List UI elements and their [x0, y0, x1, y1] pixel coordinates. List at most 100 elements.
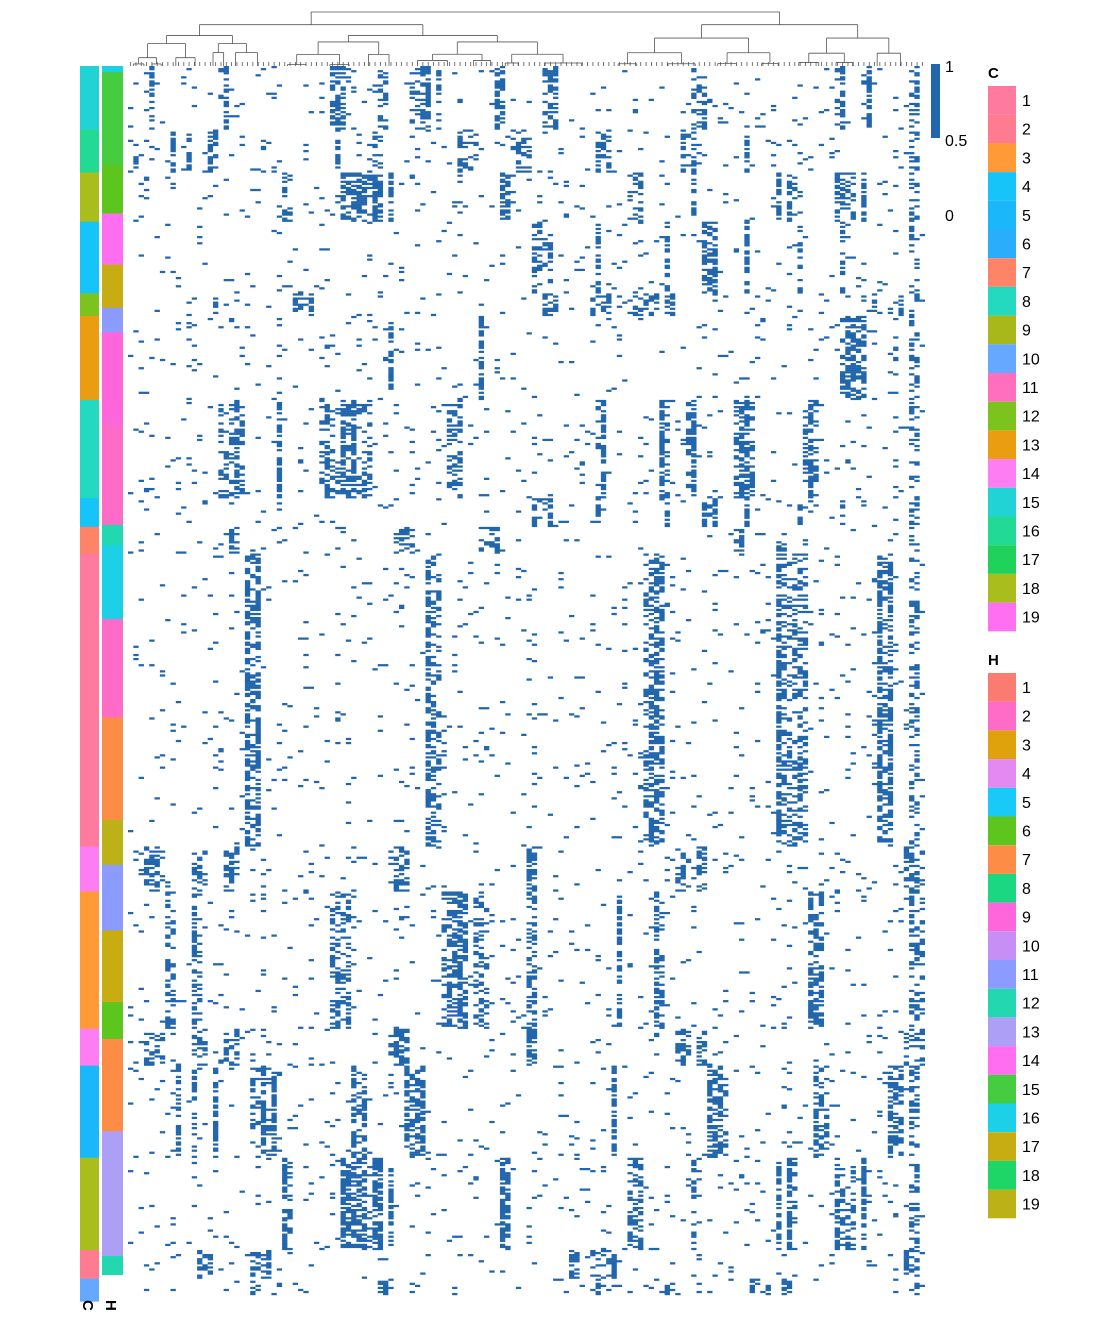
heatmap-cell	[563, 455, 570, 458]
heatmap-cell	[207, 168, 214, 171]
heatmap-cell	[866, 754, 872, 757]
heatmap-cell	[494, 84, 506, 87]
heatmap-cell	[457, 903, 469, 907]
heatmap-cell	[845, 643, 851, 646]
heatmap-cell	[186, 160, 192, 163]
heatmap-cell	[457, 905, 469, 909]
heatmap-cell	[685, 451, 692, 454]
heatmap-cell	[186, 158, 192, 161]
heatmap-cell	[143, 178, 150, 181]
heatmap-cell	[569, 307, 575, 310]
heatmap-cell	[218, 768, 224, 771]
heatmap-cell	[335, 612, 341, 616]
heatmap-cell	[595, 868, 601, 872]
heatmap-cell	[436, 803, 442, 806]
heatmap-cell	[786, 272, 793, 276]
heatmap-cell	[457, 451, 463, 454]
heatmap-cell	[526, 713, 532, 716]
heatmap-cell	[909, 477, 915, 480]
heatmap-cell	[595, 264, 601, 267]
heatmap-cell	[797, 655, 803, 659]
heatmap-cell	[643, 131, 649, 134]
heatmap-cell	[191, 887, 198, 890]
heatmap-cell	[271, 166, 277, 169]
heatmap-cell	[244, 303, 251, 306]
heatmap-cell	[654, 569, 660, 573]
heatmap-cell	[478, 379, 484, 382]
heatmap-cell	[770, 479, 777, 483]
heatmap-cell	[430, 625, 437, 628]
heatmap-cell	[186, 313, 192, 317]
heatmap-cell	[165, 223, 171, 226]
heatmap-cell	[691, 137, 697, 140]
heatmap-cell	[877, 617, 883, 620]
heatmap-cell	[808, 897, 814, 900]
heatmap-cell	[685, 453, 697, 456]
heatmap-cell	[563, 215, 570, 218]
heatmap-cell	[834, 696, 840, 700]
heatmap-cell	[128, 354, 134, 358]
heatmap-cell	[319, 397, 325, 401]
heatmap-cell	[845, 393, 856, 396]
heatmap-cell	[786, 674, 798, 677]
heatmap-cell	[909, 909, 920, 913]
heatmap-cell	[483, 510, 490, 513]
heatmap-cell	[866, 94, 872, 97]
heatmap-cell	[808, 496, 814, 499]
heatmap-cell	[839, 375, 867, 378]
heatmap-cell	[839, 92, 846, 95]
heatmap-cell	[887, 772, 894, 775]
heatmap-cell	[760, 629, 771, 632]
heatmap-cell	[271, 229, 277, 233]
heatmap-cell	[531, 238, 548, 241]
heatmap-cell	[430, 713, 442, 716]
heatmap-cell	[616, 233, 623, 237]
heatmap-cell	[893, 485, 899, 489]
heatmap-cell	[260, 510, 267, 513]
heatmap-cell	[839, 385, 851, 388]
heatmap-cell	[638, 209, 644, 212]
heatmap-cell	[595, 283, 601, 286]
heatmap-cell	[446, 162, 453, 165]
heatmap-cell	[531, 717, 538, 720]
heatmap-cell	[515, 567, 522, 571]
heatmap-cell	[845, 334, 856, 337]
heatmap-cell	[324, 492, 330, 495]
heatmap-cell	[654, 606, 660, 610]
heatmap-cell	[425, 604, 431, 607]
heatmap-cell	[909, 410, 915, 413]
heatmap-cell	[701, 242, 713, 245]
heatmap-cell	[877, 780, 883, 784]
heatmap-cell	[919, 563, 925, 566]
heatmap-cell	[446, 467, 453, 470]
heatmap-cell	[260, 897, 267, 900]
heatmap-cell	[638, 297, 644, 300]
heatmap-cell	[893, 682, 899, 685]
heatmap-cell	[701, 324, 708, 327]
heatmap-cell	[436, 100, 442, 104]
heatmap-cell	[776, 182, 782, 186]
heatmap-cell	[839, 371, 867, 374]
heatmap-cell	[515, 209, 522, 212]
heatmap-cell	[329, 121, 346, 124]
heatmap-cell	[648, 590, 665, 593]
heatmap-cell	[654, 907, 660, 911]
heatmap-cell	[919, 907, 925, 911]
heatmap-cell	[776, 184, 782, 188]
heatmap-cell	[627, 129, 633, 132]
heatmap-cell	[521, 137, 532, 140]
heatmap-cell	[776, 563, 793, 566]
heatmap-cell	[654, 905, 660, 909]
heatmap-cell	[128, 830, 134, 833]
heatmap-cell	[595, 246, 601, 249]
heatmap-cell	[654, 592, 660, 595]
heatmap-cell	[526, 178, 532, 181]
heatmap-cell	[244, 694, 251, 698]
heatmap-cell	[808, 907, 814, 911]
heatmap-cell	[802, 750, 809, 753]
heatmap-cell	[468, 803, 474, 806]
heatmap-cell	[436, 119, 442, 122]
heatmap-cell	[574, 784, 580, 788]
heatmap-cell	[282, 180, 288, 183]
heatmap-cell	[255, 782, 261, 786]
